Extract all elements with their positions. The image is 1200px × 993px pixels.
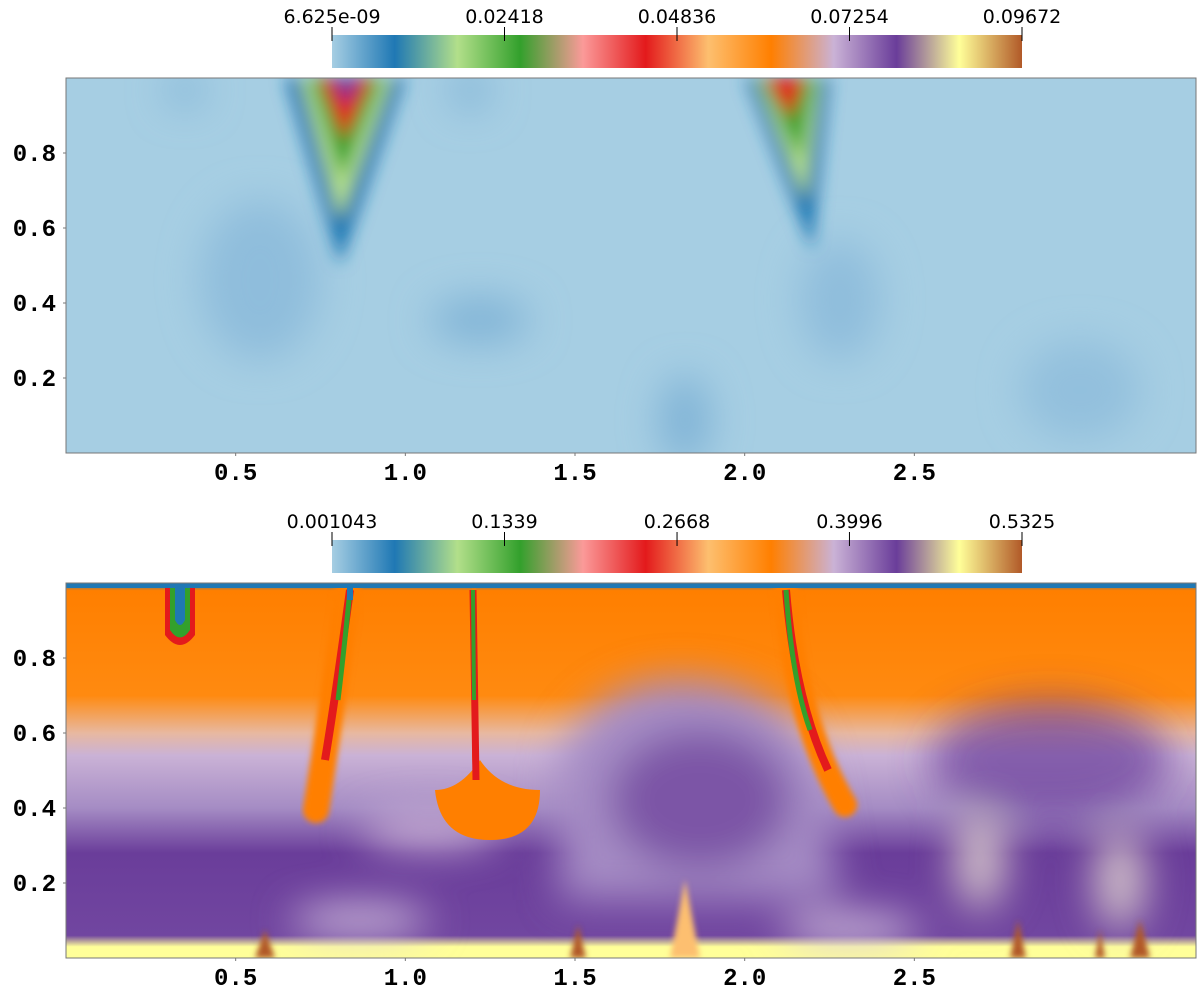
frame	[65, 582, 1197, 959]
field-shading-part	[1020, 340, 1140, 440]
field-shading	[167, 78, 1140, 453]
plumes-part	[175, 585, 185, 625]
field-shading-part	[800, 240, 880, 360]
y-tick-label: 0.8	[13, 142, 56, 169]
colorbar-tick-label: 0.3996	[816, 511, 882, 533]
x-tick-label: 2.0	[723, 461, 766, 488]
field-1	[66, 78, 1196, 453]
colorbar-tick-label: 0.07254	[810, 6, 889, 28]
plumes-part	[783, 589, 813, 731]
colorbar-tick-label: 6.625e-09	[283, 6, 380, 28]
field-shading-part	[290, 906, 430, 934]
x-tick-label: 0.5	[214, 966, 257, 993]
field-shading-part	[167, 78, 203, 106]
colorbar-tick-label: 0.09672	[983, 6, 1062, 28]
x-tick-label: 1.5	[553, 461, 596, 488]
bottom-spikes-part	[1130, 920, 1150, 958]
y-tick-label: 0.8	[13, 647, 56, 674]
y-tick-label: 0.2	[13, 367, 56, 394]
field-shading-part	[955, 810, 1005, 910]
field-shading-part	[430, 298, 530, 342]
bottom-spikes-part	[670, 880, 700, 958]
plume-left	[285, 78, 405, 265]
bottom-spikes-part	[570, 925, 586, 958]
bottom-spikes-part	[1010, 920, 1026, 958]
y-tick-label: 0.6	[13, 722, 56, 749]
field-shading-part	[200, 200, 320, 360]
field-shading	[290, 679, 1170, 944]
frame	[65, 77, 1197, 454]
field-shading-part	[1095, 830, 1145, 930]
field-shading-part	[780, 916, 920, 944]
colorbar-tick-label: 0.02418	[465, 6, 544, 28]
plumes-part	[435, 760, 540, 840]
colorbar-tick-label: 0.2668	[644, 511, 710, 533]
bottom-spikes-part	[1095, 930, 1105, 958]
colorbar-tick-label: 0.001043	[287, 511, 378, 533]
plumes	[66, 583, 1196, 840]
x-tick-label: 2.5	[893, 461, 936, 488]
field-shading-part	[610, 730, 790, 870]
plume-right-part	[765, 78, 805, 118]
colorbar-tick-label: 0.5325	[989, 511, 1055, 533]
bottom-spikes-part	[255, 930, 275, 958]
x-tick-label: 2.5	[893, 966, 936, 993]
plume-left-part	[332, 78, 360, 105]
x-tick-label: 1.0	[384, 966, 427, 993]
plumes-part	[471, 589, 476, 701]
x-tick-label: 0.5	[214, 461, 257, 488]
field-shading-part	[930, 700, 1170, 820]
x-tick-label: 2.0	[723, 966, 766, 993]
field-2	[66, 583, 1196, 958]
x-tick-label: 1.0	[384, 461, 427, 488]
plumes-part	[66, 583, 1196, 588]
plume-left-part	[320, 78, 372, 140]
plumes-part	[335, 589, 353, 701]
y-tick-label: 0.2	[13, 872, 56, 899]
y-tick-label: 0.4	[13, 797, 56, 824]
colorbar-tick-label: 0.1339	[471, 511, 537, 533]
field-shading-part	[452, 78, 488, 110]
field-shading-part	[660, 375, 710, 453]
bottom-spikes	[255, 880, 1150, 958]
x-tick-label: 1.5	[553, 966, 596, 993]
plume-right	[745, 78, 830, 250]
plume-right-part	[760, 78, 814, 160]
colorbar-tick-label: 0.04836	[638, 6, 717, 28]
y-tick-label: 0.6	[13, 217, 56, 244]
y-tick-label: 0.4	[13, 292, 56, 319]
